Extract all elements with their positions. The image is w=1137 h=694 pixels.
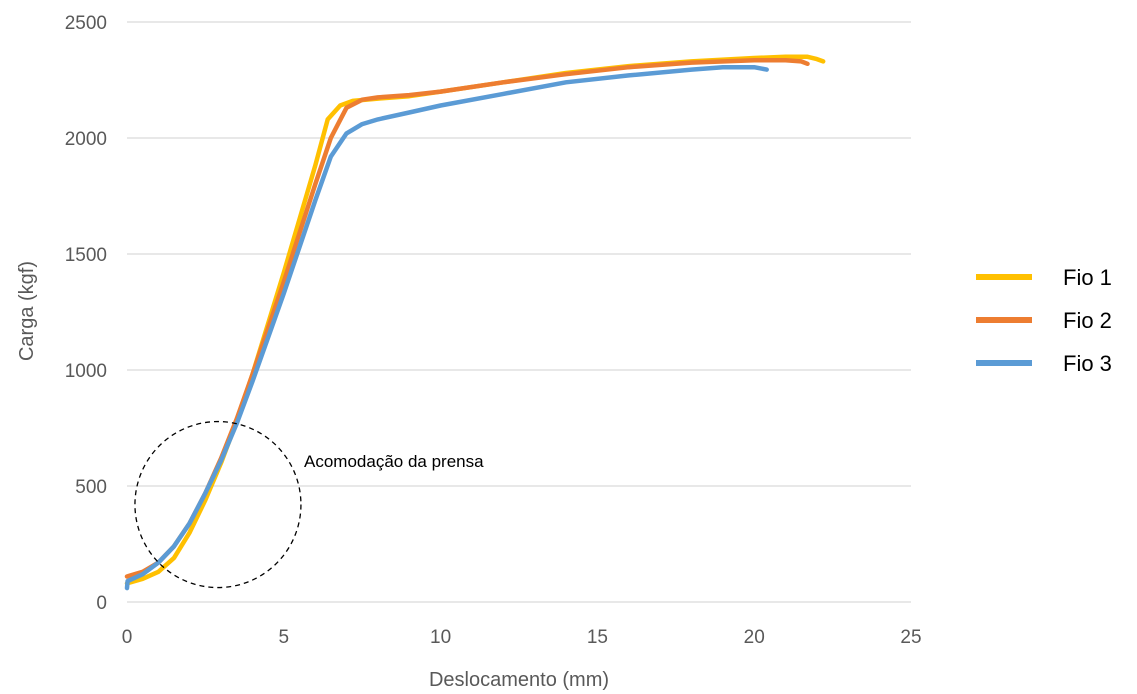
x-axis: 0 5 10 15 20 25: [122, 627, 922, 648]
x-tick-label: 25: [900, 627, 921, 648]
annotation-label: Acomodação da prensa: [304, 452, 484, 471]
x-tick-label: 0: [122, 627, 133, 648]
plot-area: [124, 54, 826, 591]
y-tick-label: 2500: [65, 13, 107, 34]
annotation-circle: [134, 420, 302, 589]
y-tick-label: 1000: [65, 361, 107, 382]
y-tick-label: 1500: [65, 245, 107, 266]
grid: [127, 21, 911, 603]
y-tick-label: 0: [96, 593, 107, 614]
series-line-fio-3: [124, 64, 769, 591]
y-axis-title: Carga (kgf): [16, 261, 38, 361]
legend: Fio 1 Fio 2 Fio 3: [976, 265, 1112, 376]
y-tick-label: 2000: [65, 129, 107, 150]
legend-label: Fio 2: [1063, 308, 1112, 333]
series-line-fio-1: [124, 54, 826, 586]
annotation: Acomodação da prensa: [134, 420, 484, 589]
x-axis-title: Deslocamento (mm): [429, 669, 609, 691]
y-axis: 0 500 1000 1500 2000 2500: [65, 13, 107, 614]
x-tick-label: 10: [430, 627, 451, 648]
x-tick-label: 20: [744, 627, 765, 648]
x-tick-label: 5: [279, 627, 290, 648]
y-tick-label: 500: [75, 477, 107, 498]
x-tick-label: 15: [587, 627, 608, 648]
legend-label: Fio 3: [1063, 351, 1112, 376]
legend-label: Fio 1: [1063, 265, 1112, 290]
